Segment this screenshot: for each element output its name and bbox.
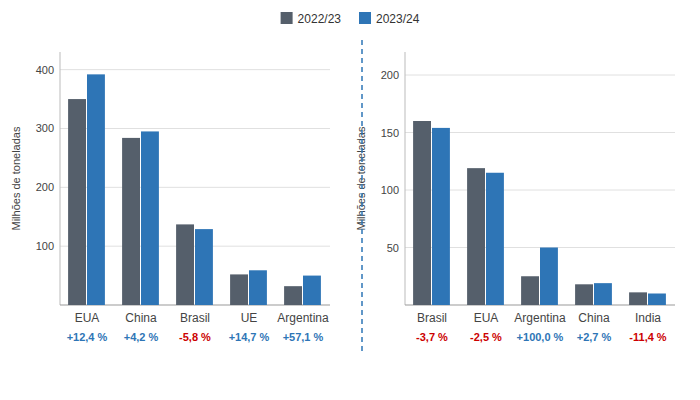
divider <box>361 40 363 355</box>
bar <box>87 74 105 305</box>
bar <box>230 274 248 305</box>
category-label: Brasil <box>180 311 210 325</box>
bar <box>195 229 213 305</box>
tick-label: 300 <box>36 122 54 134</box>
grid-line <box>405 75 675 76</box>
annotation: +14,7 % <box>229 331 270 343</box>
y-axis-label: Milhões de toneladas <box>355 126 367 230</box>
bar <box>413 121 431 305</box>
category-label: Brasil <box>417 311 447 325</box>
category-label: India <box>635 311 661 325</box>
category-label: EUA <box>474 311 499 325</box>
tick-label: 50 <box>387 242 399 254</box>
panel: 50 100 150 200 Milhões de toneladas Brasil EUA… <box>355 52 675 343</box>
category-label: UE <box>241 311 258 325</box>
legend: 2022/23 2023/24 <box>281 12 420 26</box>
y-axis-line <box>405 52 406 305</box>
annotation: -5,8 % <box>179 331 211 343</box>
tick-label: 200 <box>36 181 54 193</box>
bars <box>413 121 666 305</box>
bar <box>176 224 194 305</box>
grid-line <box>60 69 330 70</box>
chart: 100 200 300 400 Milhões de toneladas EUA China… <box>0 0 700 400</box>
bars <box>68 74 321 305</box>
y-axis-label: Milhões de toneladas <box>10 126 22 230</box>
bar <box>575 284 593 305</box>
category-label: China <box>125 311 157 325</box>
legend-label: 2022/23 <box>298 12 342 26</box>
category-label: China <box>578 311 610 325</box>
tick-label: 100 <box>381 184 399 196</box>
annotation: +2,7 % <box>577 331 612 343</box>
bar <box>648 294 666 306</box>
annotation: -2,5 % <box>470 331 502 343</box>
tick-label: 100 <box>36 240 54 252</box>
bar <box>68 99 86 305</box>
bar <box>594 283 612 305</box>
legend-swatch <box>281 12 293 24</box>
panel: 100 200 300 400 Milhões de toneladas EUA China… <box>10 52 330 343</box>
category-label: Argentina <box>277 311 329 325</box>
category-label: Argentina <box>514 311 566 325</box>
annotation: +100,0 % <box>517 331 564 343</box>
bar <box>432 128 450 305</box>
annotation: +4,2 % <box>124 331 159 343</box>
bar <box>540 248 558 306</box>
bar <box>521 276 539 305</box>
tick-label: 400 <box>36 64 54 76</box>
legend-swatch <box>359 12 371 24</box>
bar <box>141 131 159 305</box>
legend-label: 2023/24 <box>376 12 420 26</box>
tick-label: 200 <box>381 69 399 81</box>
bar <box>122 138 140 305</box>
annotation: +57,1 % <box>283 331 324 343</box>
category-label: EUA <box>75 311 100 325</box>
annotation: -3,7 % <box>416 331 448 343</box>
bar <box>249 270 267 305</box>
bar <box>284 286 302 305</box>
y-axis-line <box>60 52 61 305</box>
annotation: +12,4 % <box>67 331 108 343</box>
bar <box>303 276 321 305</box>
tick-label: 150 <box>381 127 399 139</box>
bar <box>467 168 485 305</box>
bar <box>486 173 504 305</box>
bar <box>629 292 647 305</box>
annotation: -11,4 % <box>629 331 667 343</box>
